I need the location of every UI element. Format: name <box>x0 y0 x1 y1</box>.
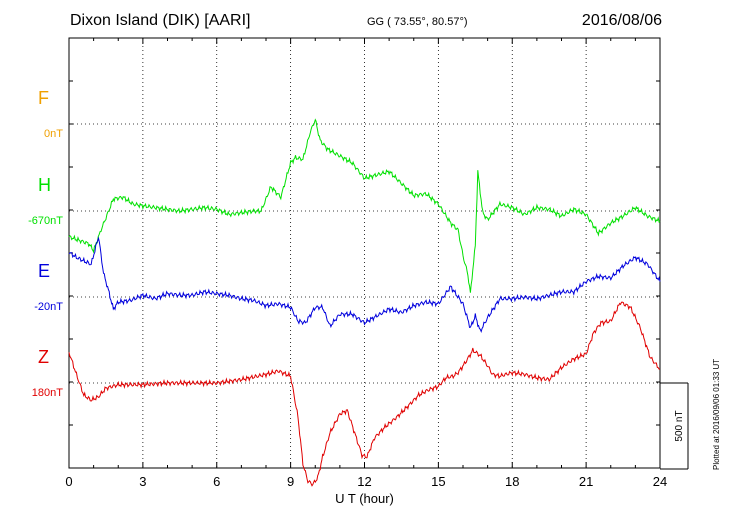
x-tick-label: 24 <box>653 474 667 489</box>
x-tick-label: 15 <box>431 474 445 489</box>
panel-baseline-z: 180nT <box>31 387 63 399</box>
panel-name-h: H <box>38 175 51 195</box>
panel-name-e: E <box>38 261 51 281</box>
coordinates-label: GG ( 73.55°, 80.57°) <box>367 16 468 28</box>
scale-bar: 500 nT <box>660 382 689 470</box>
series-z-line <box>68 301 661 487</box>
panel-baseline-f: 0nT <box>44 128 63 140</box>
ticks-layer: 0 3 6 9 12 15 18 21 24 U T (hour) <box>65 37 667 506</box>
grid-layer <box>68 37 661 469</box>
plotted-note: Plotted at 2016/09/06 01:33 UT <box>712 358 721 470</box>
x-tick-label: 9 <box>287 474 294 489</box>
scale-bar-label: 500 nT <box>674 410 685 441</box>
date-label: 2016/08/06 <box>581 12 662 29</box>
x-tick-label: 6 <box>213 474 220 489</box>
x-tick-label: 0 <box>65 474 72 489</box>
chart-title: Dixon Island (DIK) [AARI] <box>70 12 251 29</box>
series-e-line <box>68 236 661 333</box>
panel-name-f: F <box>38 88 49 108</box>
panel-name-z: Z <box>38 347 49 367</box>
x-tick-label: 18 <box>505 474 519 489</box>
x-axis-label: U T (hour) <box>335 491 394 506</box>
x-tick-label: 12 <box>357 474 371 489</box>
panel-baseline-e: -20nT <box>34 301 63 313</box>
series-h-line <box>68 118 661 293</box>
panel-baseline-h: -670nT <box>28 215 63 227</box>
series-layer <box>68 118 661 487</box>
x-tick-label: 3 <box>139 474 146 489</box>
x-tick-label: 21 <box>579 474 593 489</box>
